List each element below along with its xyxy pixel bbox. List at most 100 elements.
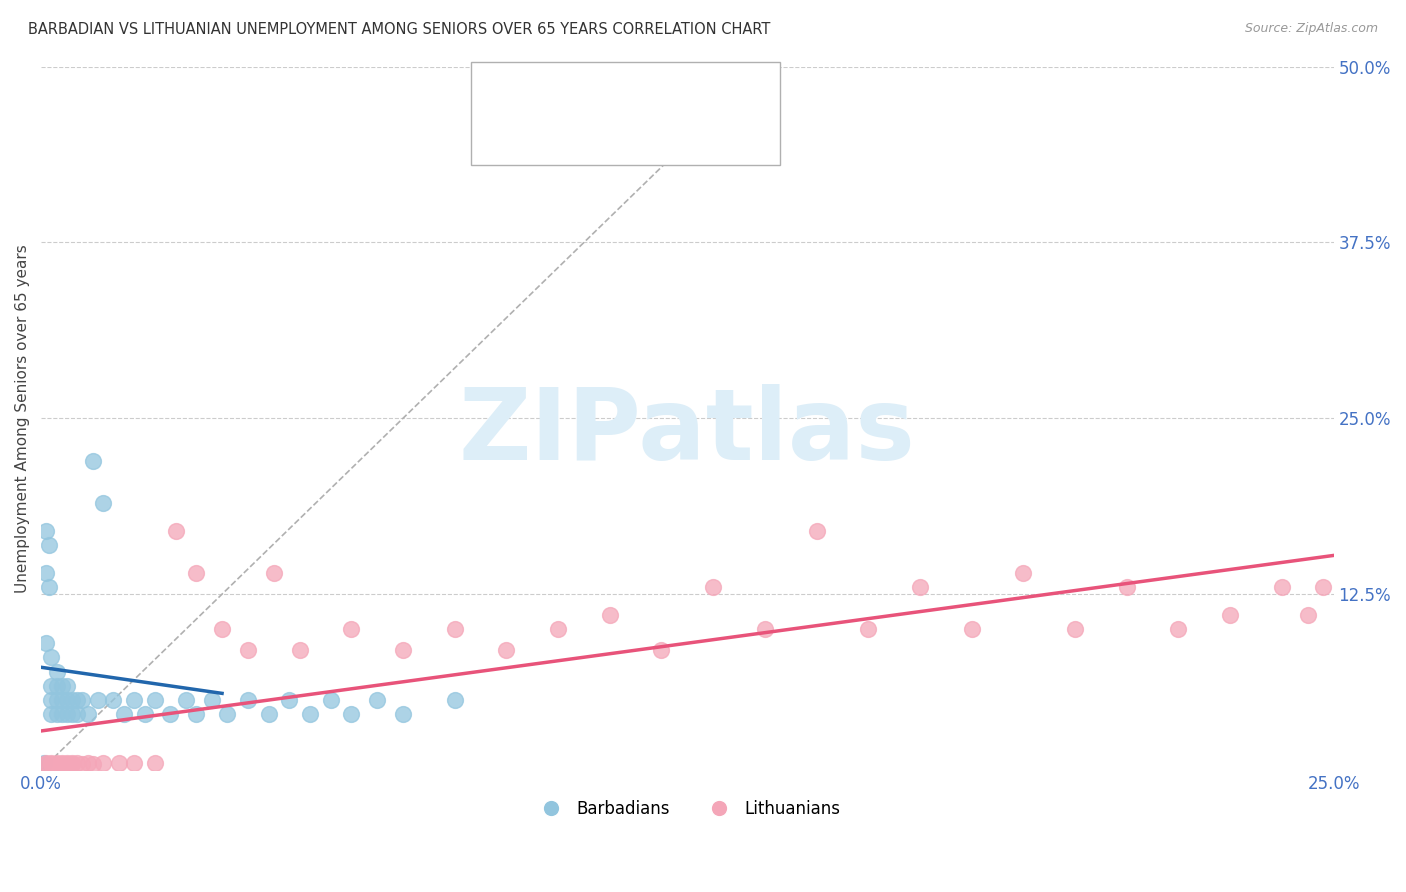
Point <box>51 692 73 706</box>
Point <box>134 706 156 721</box>
Point <box>51 679 73 693</box>
Point <box>1115 580 1137 594</box>
Point <box>41 679 63 693</box>
Y-axis label: Unemployment Among Seniors over 65 years: Unemployment Among Seniors over 65 years <box>15 244 30 592</box>
Point <box>66 706 89 721</box>
Point <box>1167 623 1189 637</box>
Point <box>82 757 104 772</box>
Point <box>38 538 60 552</box>
Point <box>72 692 94 706</box>
Point <box>91 496 114 510</box>
Point <box>35 757 58 772</box>
Point <box>547 623 569 637</box>
Point <box>340 706 363 721</box>
Point <box>66 756 89 770</box>
Bar <box>481 68 508 106</box>
Point <box>122 756 145 770</box>
Point <box>806 524 828 538</box>
Point <box>1219 608 1241 623</box>
Point <box>174 692 197 706</box>
Text: 47: 47 <box>678 128 700 144</box>
Point <box>278 692 301 706</box>
Legend: Barbadians, Lithuanians: Barbadians, Lithuanians <box>527 794 846 825</box>
Text: 0.583: 0.583 <box>558 80 609 95</box>
Point <box>1064 623 1087 637</box>
Point <box>143 692 166 706</box>
Point <box>495 643 517 657</box>
Point <box>298 706 321 721</box>
Point <box>103 692 125 706</box>
Point <box>35 636 58 650</box>
Point <box>702 580 724 594</box>
Point <box>60 706 83 721</box>
Point <box>599 608 621 623</box>
Point <box>1296 608 1319 623</box>
Point <box>45 706 67 721</box>
Text: 48: 48 <box>678 80 700 95</box>
Point <box>366 692 388 706</box>
Point <box>443 692 465 706</box>
Point <box>263 566 285 580</box>
Point <box>908 580 931 594</box>
Bar <box>481 116 508 155</box>
Point <box>60 756 83 770</box>
Point <box>650 643 672 657</box>
Point <box>186 706 208 721</box>
Point <box>112 706 135 721</box>
Point <box>35 524 58 538</box>
Point <box>1012 566 1035 580</box>
Point <box>443 623 465 637</box>
Point <box>41 650 63 665</box>
Text: 0.377: 0.377 <box>558 128 609 144</box>
Point <box>56 756 79 770</box>
Text: Source: ZipAtlas.com: Source: ZipAtlas.com <box>1244 22 1378 36</box>
Point <box>56 679 79 693</box>
Point <box>41 757 63 772</box>
Point <box>165 524 187 538</box>
Point <box>38 580 60 594</box>
Point <box>45 679 67 693</box>
Point <box>72 757 94 772</box>
Point <box>41 692 63 706</box>
Point <box>41 706 63 721</box>
Point <box>754 623 776 637</box>
Point <box>107 756 129 770</box>
Point <box>257 706 280 721</box>
Point <box>211 623 233 637</box>
Text: BARBADIAN VS LITHUANIAN UNEMPLOYMENT AMONG SENIORS OVER 65 YEARS CORRELATION CHA: BARBADIAN VS LITHUANIAN UNEMPLOYMENT AMO… <box>28 22 770 37</box>
Point <box>76 756 98 770</box>
Point <box>45 756 67 770</box>
Point <box>122 692 145 706</box>
Point <box>56 706 79 721</box>
Point <box>51 756 73 770</box>
Point <box>340 623 363 637</box>
Point <box>60 757 83 772</box>
Text: N =: N = <box>631 80 668 95</box>
Point <box>35 566 58 580</box>
Point <box>45 692 67 706</box>
Text: ZIPatlas: ZIPatlas <box>458 384 915 481</box>
Point <box>91 756 114 770</box>
Point <box>392 643 415 657</box>
Text: R =: R = <box>517 128 553 144</box>
Point <box>960 623 983 637</box>
Point <box>66 692 89 706</box>
Point <box>87 692 110 706</box>
Point <box>45 757 67 772</box>
Point <box>1312 580 1334 594</box>
FancyBboxPatch shape <box>471 62 780 165</box>
Point <box>56 757 79 772</box>
Point <box>51 706 73 721</box>
Point <box>159 706 181 721</box>
Point <box>32 756 55 770</box>
Point <box>82 453 104 467</box>
Point <box>288 643 311 657</box>
Point <box>35 756 58 770</box>
Point <box>1271 580 1294 594</box>
Point <box>143 756 166 770</box>
Point <box>236 643 259 657</box>
Point <box>56 692 79 706</box>
Point <box>236 692 259 706</box>
Point <box>186 566 208 580</box>
Point <box>319 692 342 706</box>
